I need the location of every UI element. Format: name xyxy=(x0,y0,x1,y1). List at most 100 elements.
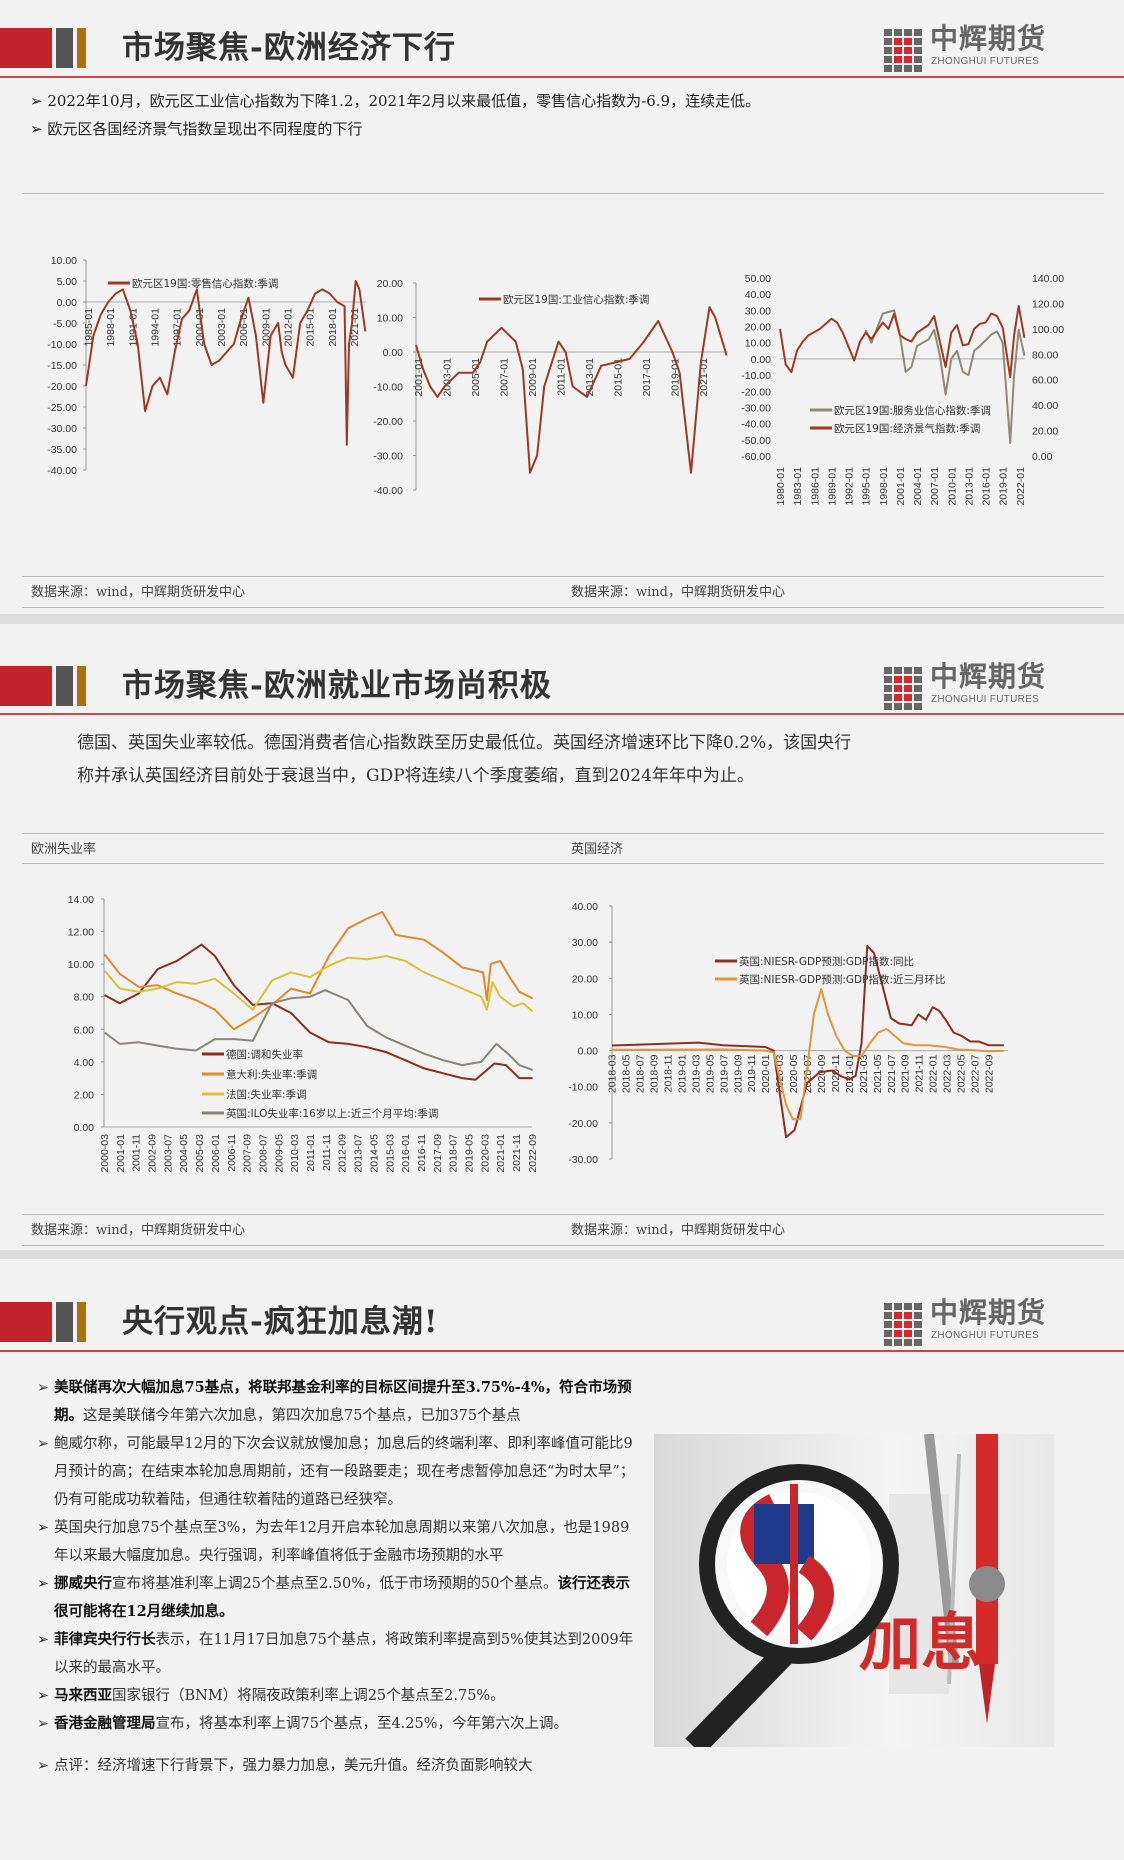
logo-mark-icon xyxy=(884,667,924,710)
divider xyxy=(22,833,1104,834)
y-tick-label: 10.00 xyxy=(572,1009,598,1021)
bullet-text: 宣布，将基本利率上调75个基点，至4.25%，今年第六次上调。 xyxy=(155,1716,569,1732)
x-tick-label: 2018-05 xyxy=(621,1054,633,1093)
legend-label: 英国:NIESR-GDP预测:GDP指数:同比 xyxy=(739,955,914,968)
x-tick-label: 1998-01 xyxy=(878,467,890,506)
header-gold-bar xyxy=(77,28,86,68)
divider xyxy=(22,1245,1104,1246)
series-line xyxy=(103,955,534,1013)
bullet-text: 国家银行（BNM）将隔夜政策利率上调25个基点至2.75%。 xyxy=(112,1688,505,1704)
header-red-block xyxy=(0,1302,52,1342)
x-tick-label: 2021-09 xyxy=(900,1054,912,1093)
x-tick-label: 2020-09 xyxy=(816,1054,828,1093)
y-tick-label: -25.00 xyxy=(47,402,77,414)
header-rule xyxy=(0,76,1124,78)
series-line xyxy=(779,305,1026,379)
x-tick-label: 2019-05 xyxy=(704,1054,716,1093)
y-tick-label: 0.00 xyxy=(74,1122,95,1134)
divider xyxy=(22,607,1104,608)
x-tick-label: 2021-03 xyxy=(858,1054,870,1093)
y-tick-label: 20.00 xyxy=(745,322,771,334)
y-tick-label: 20.00 xyxy=(572,973,598,985)
chart-label: 欧洲失业率 xyxy=(31,842,97,857)
y-tick-label: 12.00 xyxy=(68,927,94,939)
x-tick-label: 2010-01 xyxy=(946,467,958,506)
y-tick-label: 40.00 xyxy=(745,289,771,301)
y-tick-label: -20.00 xyxy=(373,416,403,428)
legend-label: 欧元区19国:服务业信心指数:季调 xyxy=(834,404,991,417)
y-tick-label: 50.00 xyxy=(745,273,771,285)
page-title: 市场聚焦-欧洲经济下行 xyxy=(122,30,456,66)
x-tick-label: 1992-01 xyxy=(844,467,856,506)
x-tick-label: 2021-01 xyxy=(495,1134,507,1173)
x-tick-label: 1983-01 xyxy=(792,467,804,506)
paragraph-line: 称并承认英国经济目前处于衰退当中，GDP将连续八个季度萎缩，直到2024年年中为… xyxy=(77,766,754,786)
y-right-tick-label: 140.00 xyxy=(1032,273,1064,285)
x-tick-label: 1997-01 xyxy=(172,308,184,347)
y-tick-label: 10.00 xyxy=(377,313,403,325)
y-tick-label: 0.00 xyxy=(383,347,404,359)
bullet-text: 英国央行加息75个基点至3%，为去年12月开启本轮加息周期以来第八次加息，也是1… xyxy=(54,1520,630,1564)
x-tick-label: 2013-07 xyxy=(353,1134,365,1173)
x-tick-label: 2009-01 xyxy=(527,358,539,397)
x-tick-label: 2018-07 xyxy=(448,1134,460,1173)
y-tick-label: -30.00 xyxy=(741,402,771,414)
x-tick-label: 2003-01 xyxy=(441,358,453,397)
y-tick-label: -15.00 xyxy=(47,360,77,372)
legend-label: 欧元区19国:工业信心指数:季调 xyxy=(503,293,649,306)
y-tick-label: -10.00 xyxy=(568,1082,598,1094)
y-tick-label: 14.00 xyxy=(68,894,94,906)
rate-hike-photo: 加息 xyxy=(654,1434,1054,1747)
page-title: 市场聚焦-欧洲就业市场尚积极 xyxy=(122,668,552,704)
header-gray-bar xyxy=(56,666,73,706)
x-tick-label: 2019-01 xyxy=(676,1054,688,1093)
x-tick-label: 2009-05 xyxy=(273,1134,285,1173)
chart-label: 英国经济 xyxy=(571,842,624,857)
company-logo: 中辉期货 ZHONGHUI FUTURES xyxy=(884,1296,1074,1346)
x-tick-label: 2011-01 xyxy=(305,1134,317,1172)
y-tick-label: -20.00 xyxy=(568,1118,598,1130)
x-tick-label: 2019-03 xyxy=(690,1054,702,1093)
paragraph-line: 德国、英国失业率较低。德国消费者信心指数跌至历史最低位。英国经济增速环比下降0.… xyxy=(77,733,852,753)
y-tick-label: 5.00 xyxy=(57,276,78,288)
x-tick-label: 2013-01 xyxy=(963,467,975,506)
x-tick-label: 2019-01 xyxy=(998,467,1010,506)
x-tick-label: 2021-05 xyxy=(872,1054,884,1093)
y-tick-label: 0.00 xyxy=(578,1046,599,1058)
x-tick-label: 1995-01 xyxy=(861,467,873,506)
header-red-block xyxy=(0,28,52,68)
x-tick-label: 2015-01 xyxy=(305,308,317,347)
x-tick-label: 2013-01 xyxy=(584,358,596,397)
y-tick-label: 6.00 xyxy=(74,1024,95,1036)
y-tick-label: -50.00 xyxy=(741,435,771,447)
x-tick-label: 2012-01 xyxy=(282,308,294,347)
source-note: 数据来源：wind，中辉期货研发中心 xyxy=(31,1223,245,1238)
logo-text: 中辉期货 xyxy=(930,22,1047,55)
divider xyxy=(22,863,1104,864)
x-tick-label: 2022-05 xyxy=(956,1054,968,1093)
x-tick-label: 2011-11 xyxy=(321,1134,333,1171)
x-tick-label: 2016-11 xyxy=(416,1134,428,1172)
logo-text: 中辉期货 xyxy=(930,1296,1047,1329)
y-tick-label: -40.00 xyxy=(741,419,771,431)
x-tick-label: 2019-07 xyxy=(718,1054,730,1093)
y-right-tick-label: 0.00 xyxy=(1032,451,1053,463)
bullet-item: ➢ 菲律宾央行行长表示，在11月17日加息75个基点，将政策利率提高到5%使其达到… xyxy=(37,1631,634,1676)
bullet-text: 欧元区各国经济景气指数呈现出不同程度的下行 xyxy=(47,120,363,138)
bullet-item: ➢ 挪威央行宣布将基准利率上调25个基点至2.50%，低于市场预期的50个基点。该… xyxy=(37,1575,630,1620)
x-tick-label: 2002-09 xyxy=(146,1134,158,1173)
comment: ➢ 点评：经济增速下行背景下，强力暴力加息，美元升值。经济负面影响较大 xyxy=(37,1752,637,1780)
x-tick-label: 2007-01 xyxy=(929,467,941,506)
legend-label: 欧元区19国:经济景气指数:季调 xyxy=(834,422,980,435)
bullet-item: ➢ 马来西亚国家银行（BNM）将隔夜政策利率上调25个基点至2.75%。 xyxy=(37,1687,505,1704)
y-right-tick-label: 60.00 xyxy=(1032,375,1058,387)
logo-subtext: ZHONGHUI FUTURES xyxy=(931,694,1040,705)
x-tick-label: 2000-03 xyxy=(99,1134,111,1173)
logo-subtext: ZHONGHUI FUTURES xyxy=(931,1330,1040,1341)
header-red-block xyxy=(0,666,52,706)
bullet-item: ➢ 美联储再次大幅加息75基点，将联邦基金利率的目标区间提升至3.75%-4%，符… xyxy=(37,1379,632,1424)
y-tick-label: -20.00 xyxy=(47,381,77,393)
legend-label: 英国:NIESR-GDP预测:GDP指数:近三月环比 xyxy=(739,973,946,986)
x-tick-label: 1980-01 xyxy=(775,467,787,506)
